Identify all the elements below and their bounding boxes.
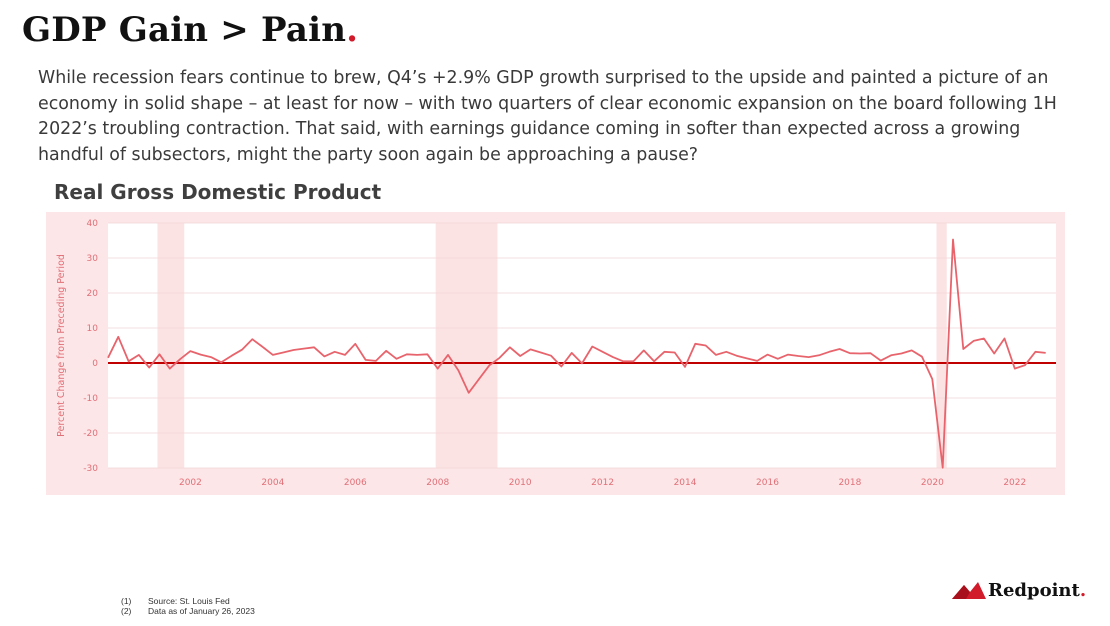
y-tick-label: 20: [87, 289, 99, 299]
recession-band: [157, 223, 185, 468]
footnotes: (1) Source: St. Louis Fed (2) Data as of J…: [121, 596, 255, 616]
brand-name: Redpoint: [988, 580, 1080, 601]
x-tick-label: 2022: [1003, 478, 1026, 488]
redpoint-logo: Redpoint.: [952, 580, 1086, 604]
x-tick-label: 2006: [344, 478, 367, 488]
y-tick-label: -10: [83, 394, 98, 404]
y-tick-label: 40: [87, 219, 99, 229]
slide-title: GDP Gain > Pain.: [22, 10, 358, 50]
y-axis-label: Percent Change from Preceding Period: [56, 254, 67, 437]
redpoint-mountain-icon: [952, 582, 986, 599]
chart-title: Real Gross Domestic Product: [54, 180, 382, 204]
x-tick-label: 2004: [261, 478, 284, 488]
y-tick-label: 30: [87, 254, 99, 264]
title-accent-dot: .: [346, 10, 359, 50]
x-tick-label: 2002: [179, 478, 202, 488]
footnote-number: (2): [121, 606, 132, 616]
x-tick-label: 2018: [838, 478, 861, 488]
recession-band: [435, 223, 498, 468]
redpoint-wordmark: Redpoint.: [988, 580, 1086, 601]
gdp-series-line: [107, 238, 1046, 469]
footnote-2: (2) Data as of January 26, 2023: [121, 606, 255, 616]
y-tick-label: 10: [87, 324, 99, 334]
recession-band: [936, 223, 947, 468]
intro-paragraph: While recession fears continue to brew, …: [38, 68, 1057, 165]
footnote-1: (1) Source: St. Louis Fed: [121, 596, 255, 606]
x-tick-label: 2010: [509, 478, 532, 488]
x-tick-label: 2020: [921, 478, 944, 488]
x-tick-label: 2016: [756, 478, 779, 488]
x-tick-label: 2008: [426, 478, 449, 488]
y-tick-label: 0: [92, 359, 98, 369]
y-tick-label: -20: [83, 429, 98, 439]
x-tick-label: 2012: [591, 478, 614, 488]
plot-area: [108, 223, 1056, 468]
footnote-text: Source: St. Louis Fed: [148, 596, 230, 606]
footnote-number: (1): [121, 596, 132, 606]
y-tick-label: -30: [83, 464, 98, 474]
x-tick-label: 2014: [674, 478, 697, 488]
slide-title-text: GDP Gain > Pain: [22, 10, 347, 50]
brand-dot: .: [1079, 580, 1087, 601]
footnote-text: Data as of January 26, 2023: [148, 606, 255, 616]
